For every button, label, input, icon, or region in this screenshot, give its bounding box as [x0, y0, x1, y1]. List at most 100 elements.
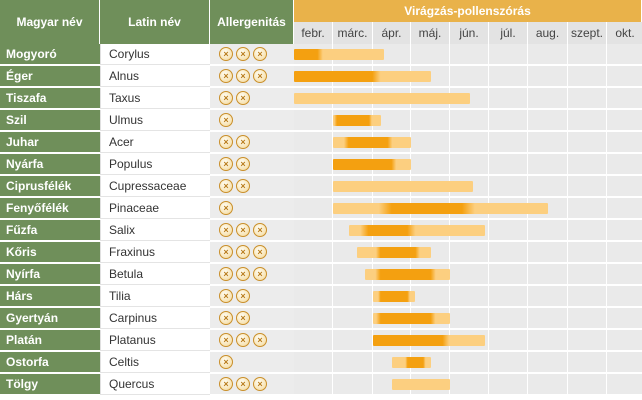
- allergenicity-cell: × ×: [210, 88, 294, 109]
- month-cell: [607, 132, 642, 153]
- month-cell: [489, 132, 528, 153]
- table-row: Kőris Fraxinus × × ×: [0, 242, 642, 264]
- month-cell: [294, 154, 333, 175]
- plant-latin-name: Celtis: [100, 352, 210, 373]
- table-row: Mogyoró Corylus × × ×: [0, 44, 642, 66]
- month-cell: [528, 110, 568, 131]
- pollen-period-bar: [294, 93, 470, 104]
- table-row: Juhar Acer × ×: [0, 132, 642, 154]
- allergen-mark-icon: ×: [219, 47, 233, 61]
- month-cell: [607, 374, 642, 395]
- allergen-mark-icon: ×: [219, 201, 233, 215]
- allergenicity-cell: × × ×: [210, 264, 294, 285]
- plant-hungarian-name: Fűzfa: [0, 220, 100, 241]
- allergen-mark-icon: ×: [219, 333, 233, 347]
- month-cell: [489, 352, 528, 373]
- pollen-period-bar: [333, 137, 411, 148]
- month-cell: [450, 132, 489, 153]
- plant-hungarian-name: Kőris: [0, 242, 100, 263]
- table-row: Ostorfa Celtis ×: [0, 352, 642, 374]
- allergen-mark-icon: ×: [219, 91, 233, 105]
- table-row: Szil Ulmus ×: [0, 110, 642, 132]
- allergenicity-cell: ×: [210, 110, 294, 131]
- month-cell: [528, 352, 568, 373]
- plant-latin-name: Quercus: [100, 374, 210, 395]
- allergen-mark-icon: ×: [219, 135, 233, 149]
- month-cell: [528, 176, 568, 197]
- month-cell: [607, 88, 642, 109]
- table-row: Nyárfa Populus × ×: [0, 154, 642, 176]
- header-pollen: Virágzás-pollenszórás: [294, 0, 642, 22]
- header-hungarian-label: Magyar név: [16, 15, 83, 29]
- allergenicity-cell: ×: [210, 198, 294, 219]
- month-cell: [450, 110, 489, 131]
- month-cell: [607, 286, 642, 307]
- month-cell: [294, 176, 333, 197]
- month-cell: [294, 374, 333, 395]
- month-cell: [607, 110, 642, 131]
- plant-hungarian-name: Hárs: [0, 286, 100, 307]
- month-cell: [528, 242, 568, 263]
- header-pollen-label: Virágzás-pollenszórás: [404, 4, 531, 18]
- month-cell: [568, 308, 607, 329]
- month-cell: [294, 308, 333, 329]
- plant-latin-name: Ulmus: [100, 110, 210, 131]
- allergenicity-cell: × × ×: [210, 220, 294, 241]
- month-cell: [333, 330, 373, 351]
- month-cell: [411, 132, 450, 153]
- month-cell: [450, 308, 489, 329]
- plant-hungarian-name: Éger: [0, 66, 100, 87]
- header-allergenicity: Allergenitás: [210, 0, 294, 44]
- plant-latin-name: Salix: [100, 220, 210, 241]
- allergen-mark-icon: ×: [236, 245, 250, 259]
- month-cell: [528, 154, 568, 175]
- allergen-mark-icon: ×: [236, 289, 250, 303]
- allergen-mark-icon: ×: [253, 267, 267, 281]
- month-cell: [568, 110, 607, 131]
- month-cell: [568, 330, 607, 351]
- month-cell: [568, 66, 607, 87]
- month-cell: [528, 286, 568, 307]
- plant-latin-name: Tilia: [100, 286, 210, 307]
- month-cell: [294, 330, 333, 351]
- month-cell: [411, 286, 450, 307]
- month-cell: [607, 330, 642, 351]
- header-latin-name: Latin név: [100, 0, 210, 44]
- header-hungarian-name: Magyar név: [0, 0, 100, 44]
- month-label: aug.: [528, 22, 568, 44]
- allergen-mark-icon: ×: [253, 333, 267, 347]
- plant-hungarian-name: Ciprusfélék: [0, 176, 100, 197]
- month-cell: [607, 220, 642, 241]
- month-cell: [607, 154, 642, 175]
- allergenicity-cell: × × ×: [210, 242, 294, 263]
- month-cell: [294, 352, 333, 373]
- month-cell: [568, 198, 607, 219]
- pollen-period-bar: [333, 203, 548, 214]
- month-cell: [489, 220, 528, 241]
- allergen-mark-icon: ×: [219, 157, 233, 171]
- allergen-mark-icon: ×: [236, 47, 250, 61]
- month-label: jún.: [450, 22, 489, 44]
- month-cell: [568, 132, 607, 153]
- month-cell: [450, 66, 489, 87]
- allergen-mark-icon: ×: [219, 245, 233, 259]
- month-cell: [568, 286, 607, 307]
- pollen-period-bar: [333, 181, 474, 192]
- month-label: szept.: [568, 22, 607, 44]
- plant-latin-name: Alnus: [100, 66, 210, 87]
- allergenicity-cell: × ×: [210, 132, 294, 153]
- month-cell: [411, 44, 450, 65]
- pollen-period-bar: [294, 49, 385, 60]
- allergen-mark-icon: ×: [253, 69, 267, 83]
- allergen-mark-icon: ×: [236, 91, 250, 105]
- allergen-mark-icon: ×: [219, 377, 233, 391]
- month-cell: [607, 198, 642, 219]
- month-cell: [568, 374, 607, 395]
- allergen-mark-icon: ×: [219, 289, 233, 303]
- allergenicity-cell: × × ×: [210, 374, 294, 395]
- month-cell: [450, 242, 489, 263]
- month-cell: [489, 44, 528, 65]
- month-cell: [489, 264, 528, 285]
- month-cell: [489, 176, 528, 197]
- allergen-mark-icon: ×: [219, 223, 233, 237]
